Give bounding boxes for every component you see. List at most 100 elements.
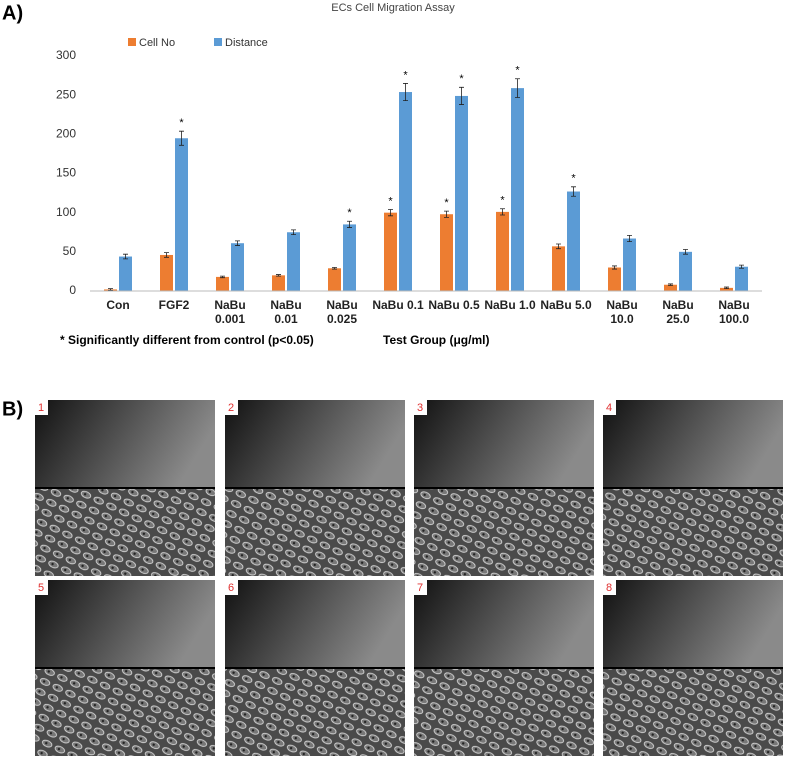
micrograph: 3 <box>414 400 594 576</box>
x-tick-label: NaBu 100.0 <box>718 298 750 326</box>
image-label: 6 <box>228 582 234 594</box>
bar <box>384 212 397 291</box>
image-bottom <box>35 668 215 756</box>
image-bottom <box>35 488 215 576</box>
bar <box>272 275 285 291</box>
error-bar <box>668 283 673 286</box>
panel-label: A) <box>2 2 23 24</box>
image-bottom <box>414 668 594 756</box>
micrograph: 6 <box>225 580 405 756</box>
image-bottom <box>414 488 594 576</box>
significance-marker: * <box>444 197 449 209</box>
bar <box>511 88 524 291</box>
y-tick-label: 150 <box>56 166 76 180</box>
significance-marker: * <box>515 65 520 77</box>
bar <box>175 138 188 291</box>
micrograph: 4 <box>603 400 783 576</box>
bar <box>343 224 356 291</box>
error-bar <box>235 240 240 246</box>
error-bar <box>739 264 744 269</box>
error-bar <box>500 208 505 216</box>
x-tick-label: NaBu 0.5 <box>428 298 480 312</box>
micrograph: 7 <box>414 580 594 756</box>
footnote: * Significantly different from control (… <box>60 333 314 347</box>
image-label-box <box>225 580 238 595</box>
x-tick-label: Con <box>106 298 130 312</box>
bar <box>664 284 677 291</box>
significance-marker: * <box>459 73 464 85</box>
bar <box>735 266 748 291</box>
error-bar <box>724 286 729 290</box>
bar <box>216 276 229 291</box>
error-bar <box>388 209 393 217</box>
error-bar <box>556 243 561 250</box>
error-bar <box>459 86 464 105</box>
x-tick-label: NaBu 0.01 <box>270 298 302 326</box>
error-bar <box>444 210 449 218</box>
micrograph: 2 <box>225 400 405 576</box>
image-label: 1 <box>38 402 44 414</box>
chart-title: ECs Cell Migration Assay <box>331 2 455 14</box>
bar <box>160 254 173 291</box>
x-tick-label: NaBu 5.0 <box>540 298 592 312</box>
image-label-box <box>225 400 238 415</box>
bar <box>567 191 580 291</box>
image-label-box <box>603 580 616 595</box>
image-label: 5 <box>38 582 44 594</box>
significance-marker: * <box>403 69 408 81</box>
x-tick-label: NaBu 0.025 <box>326 298 358 326</box>
image-top <box>414 400 594 488</box>
bar <box>440 214 453 291</box>
image-top <box>225 400 405 488</box>
bar <box>679 251 692 291</box>
bar <box>552 246 565 291</box>
error-bar <box>276 274 281 277</box>
panel-label: B) <box>2 398 23 420</box>
bar <box>496 211 509 291</box>
error-bar <box>164 252 169 258</box>
y-tick-label: 50 <box>63 244 77 258</box>
micrograph: 1 <box>35 400 215 576</box>
legend-label: Distance <box>225 37 268 49</box>
image-label-box <box>603 400 616 415</box>
x-tick-label: NaBu 0.001 <box>214 298 246 326</box>
bar <box>287 232 300 291</box>
image-bottom <box>603 668 783 756</box>
error-bar <box>571 186 576 197</box>
error-bar <box>123 253 128 260</box>
image-bottom <box>225 668 405 756</box>
error-bar <box>291 229 296 235</box>
significance-marker: * <box>571 173 576 185</box>
bar <box>623 238 636 291</box>
bar <box>328 268 341 291</box>
image-label: 3 <box>417 402 423 414</box>
image-top <box>35 400 215 488</box>
x-tick-label: NaBu 1.0 <box>484 298 536 312</box>
bar <box>231 243 244 291</box>
error-bar <box>627 234 632 243</box>
error-bar <box>683 249 688 255</box>
significance-marker: * <box>388 195 393 207</box>
image-label-box <box>414 400 427 415</box>
x-tick-label: NaBu 0.1 <box>372 298 424 312</box>
error-bar <box>108 288 113 291</box>
bar <box>119 256 132 291</box>
image-top <box>603 400 783 488</box>
error-bar <box>515 78 520 98</box>
image-top <box>225 580 405 668</box>
image-label-box <box>35 580 48 595</box>
x-tick-label: NaBu 10.0 <box>606 298 638 326</box>
legend-swatch <box>214 38 222 46</box>
y-tick-label: 250 <box>56 87 76 101</box>
micrograph: 5 <box>35 580 215 756</box>
image-label: 8 <box>606 582 612 594</box>
bar <box>399 92 412 292</box>
bar <box>455 95 468 291</box>
significance-marker: * <box>179 117 184 129</box>
image-bottom <box>225 488 405 576</box>
image-top <box>414 580 594 668</box>
image-top <box>35 580 215 668</box>
image-label-box <box>35 400 48 415</box>
